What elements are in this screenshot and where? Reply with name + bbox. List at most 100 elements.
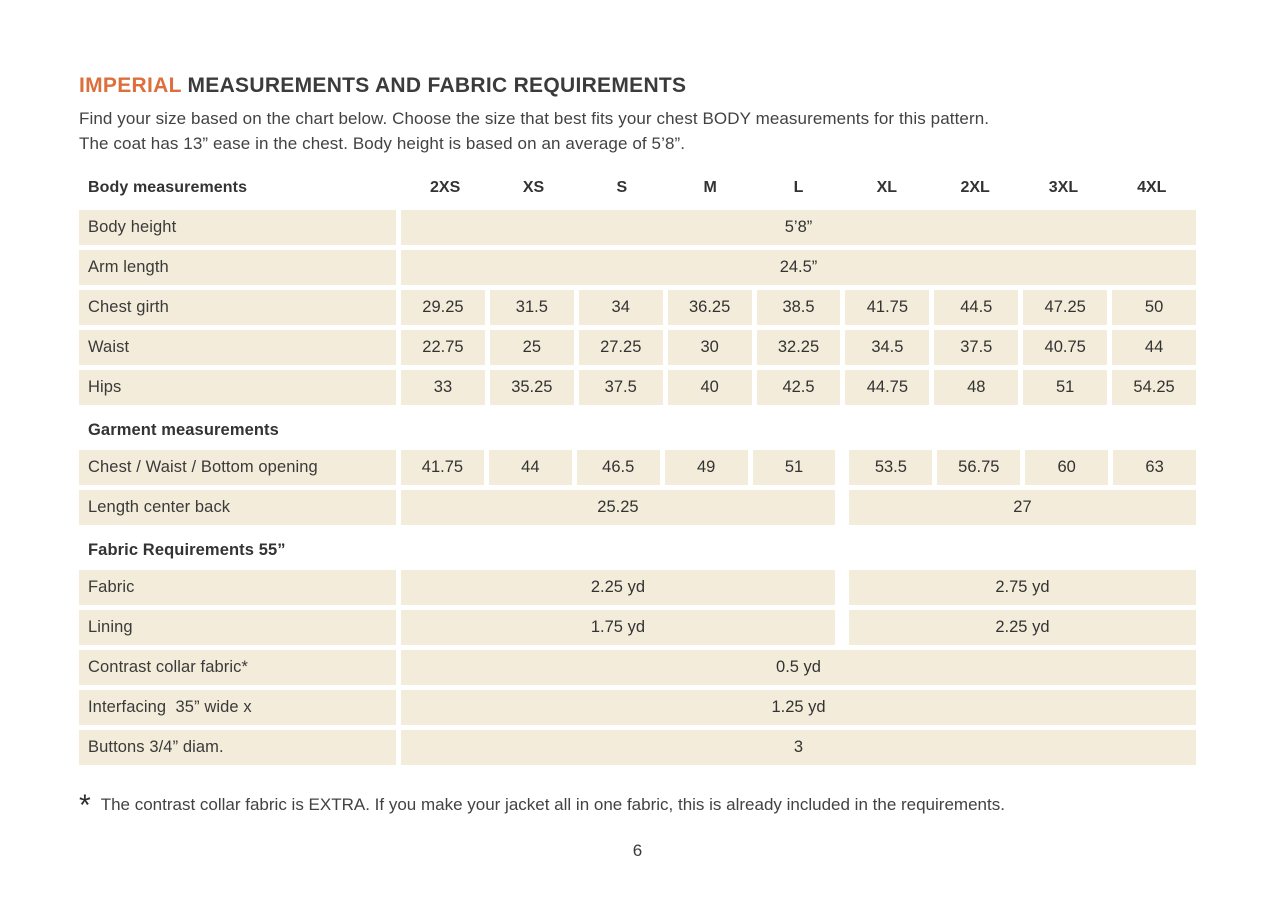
table-row: Lining 1.75 yd 2.25 yd: [79, 610, 1196, 645]
value-cell: 44.75: [845, 370, 930, 405]
value-cell: 27: [848, 490, 1196, 525]
value-cell: 60: [1025, 450, 1109, 485]
value-cell: 1.75 yd: [401, 610, 835, 645]
value-cell: 38.5: [756, 290, 841, 325]
row-cells: 1.75 yd 2.25 yd: [401, 610, 1196, 645]
intro-line-2: The coat has 13” ease in the chest. Body…: [79, 134, 686, 153]
value-cell: 0.5 yd: [401, 650, 1196, 685]
value-cell: 56.75: [937, 450, 1021, 485]
table-row: Arm length 24.5”: [79, 250, 1196, 285]
value-cell: 25.25: [401, 490, 835, 525]
size-column-header: XL: [876, 179, 898, 196]
table-row: Chest girth 29.25 31.5 34 36.25 38.5 41.75 44.5…: [79, 290, 1197, 325]
footnote: * The contrast collar fabric is EXTRA. If…: [79, 789, 1196, 822]
value-cell: 22.75: [401, 330, 485, 365]
measurement-table: Body measurements 2XS XS S M L XL 2XL 3XL 4XL Bo…: [79, 173, 1197, 765]
size-column-header: 2XL: [960, 179, 990, 196]
value-cell: 35.25: [489, 370, 574, 405]
row-cells: 41.75 44 46.5 49 51 53.5 56.75 60 63: [401, 450, 1197, 485]
table-row: Buttons 3/4” diam. 3: [79, 730, 1196, 765]
footnote-text: The contrast collar fabric is EXTRA. If …: [100, 795, 1005, 814]
table-row: Hips 33 35.25 37.5 40 42.5 44.75 48 51 54.25: [79, 370, 1197, 405]
row-cells: 1.25 yd: [401, 690, 1196, 725]
size-header-row: 2XS XS S M L XL 2XL 3XL 4XL: [401, 179, 1196, 197]
value-cell: 34: [578, 290, 663, 325]
value-cell: 40.75: [1023, 330, 1108, 365]
value-cell: 30: [667, 330, 752, 365]
value-cell: 32.25: [756, 330, 841, 365]
value-cell: 34.5: [845, 330, 930, 365]
row-cells: 2.25 yd 2.75 yd: [401, 570, 1196, 605]
value-cell: 36.25: [667, 290, 752, 325]
title-accent: IMPERIAL: [79, 74, 182, 97]
size-column-header: S: [616, 179, 628, 196]
table-row: Waist 22.75 25 27.25 30 32.25 34.5 37.5 40.75 44: [79, 330, 1197, 365]
value-cell: 41.75: [845, 290, 930, 325]
row-label: Lining: [79, 610, 396, 645]
footnote-asterisk: *: [79, 789, 91, 822]
value-cell: 27.25: [578, 330, 663, 365]
row-cells: 5’8”: [401, 210, 1196, 245]
table-row: Contrast collar fabric* 0.5 yd: [79, 650, 1196, 685]
value-cell: 1.25 yd: [401, 690, 1196, 725]
table-row: Fabric 2.25 yd 2.75 yd: [79, 570, 1196, 605]
value-cell: 48: [934, 370, 1019, 405]
row-label: Interfacing 35” wide x: [79, 690, 396, 725]
size-column-header: XS: [522, 179, 545, 196]
value-cell: 42.5: [756, 370, 841, 405]
row-cells: 25.25 27: [401, 490, 1196, 525]
value-cell: 2.75 yd: [848, 570, 1196, 605]
value-cell: 50: [1112, 290, 1197, 325]
value-cell: 40: [667, 370, 752, 405]
size-column-header: 4XL: [1137, 179, 1167, 196]
size-column-header: 2XS: [430, 179, 461, 196]
row-label: Contrast collar fabric*: [79, 650, 396, 685]
value-cell: 53.5: [849, 450, 933, 485]
row-cells: 33 35.25 37.5 40 42.5 44.75 48 51 54.25: [401, 370, 1197, 405]
row-label: Arm length: [79, 250, 396, 285]
value-cell: 25: [489, 330, 574, 365]
header-label: Body measurements: [88, 179, 248, 196]
size-column-header: L: [793, 179, 804, 196]
row-label: Hips: [79, 370, 396, 405]
page-number: 6: [632, 841, 643, 860]
row-cells: 22.75 25 27.25 30 32.25 34.5 37.5 40.75 44: [401, 330, 1197, 365]
table-row: Interfacing 35” wide x 1.25 yd: [79, 690, 1196, 725]
value-cell: 51: [752, 450, 836, 485]
value-cell: 44: [1112, 330, 1197, 365]
value-cell: 33: [401, 370, 485, 405]
intro-line-1: Find your size based on the chart below.…: [79, 109, 990, 128]
value-cell: 54.25: [1112, 370, 1197, 405]
row-label: Chest girth: [79, 290, 396, 325]
row-cells: 0.5 yd: [401, 650, 1196, 685]
table-body: Body height 5’8” Arm length 24.5” Chest girt…: [79, 210, 1197, 765]
size-column-header: 3XL: [1048, 179, 1079, 196]
row-label: Body height: [79, 210, 396, 245]
value-cell: 44.5: [934, 290, 1019, 325]
value-cell: 63: [1113, 450, 1197, 485]
size-column-header: M: [703, 179, 717, 196]
value-cell: 29.25: [401, 290, 485, 325]
row-label: Chest / Waist / Bottom opening: [79, 450, 396, 485]
intro-text: Find your size based on the chart below.…: [79, 106, 1196, 156]
row-cells: 29.25 31.5 34 36.25 38.5 41.75 44.5 47.25 50: [401, 290, 1197, 325]
row-label: Waist: [79, 330, 396, 365]
row-label: Buttons 3/4” diam.: [79, 730, 396, 765]
value-cell: 46.5: [576, 450, 660, 485]
row-cells: 3: [401, 730, 1196, 765]
value-cell: 49: [664, 450, 748, 485]
value-cell: 24.5”: [401, 250, 1196, 285]
title-rest: MEASUREMENTS AND FABRIC REQUIREMENTS: [181, 74, 687, 97]
page-title: IMPERIAL MEASUREMENTS AND FABRIC REQUIRE…: [79, 74, 1196, 98]
value-cell: 2.25 yd: [848, 610, 1196, 645]
table-row: Length center back 25.25 27: [79, 490, 1196, 525]
value-cell: 37.5: [934, 330, 1019, 365]
section-heading: Garment measurements: [88, 420, 279, 439]
value-cell: 47.25: [1023, 290, 1108, 325]
section-heading: Fabric Requirements 55”: [88, 540, 286, 559]
value-cell: 5’8”: [401, 210, 1196, 245]
row-label: Fabric: [79, 570, 396, 605]
row-cells: 24.5”: [401, 250, 1196, 285]
table-header-row: Body measurements 2XS XS S M L XL 2XL 3XL 4XL: [79, 173, 1196, 203]
